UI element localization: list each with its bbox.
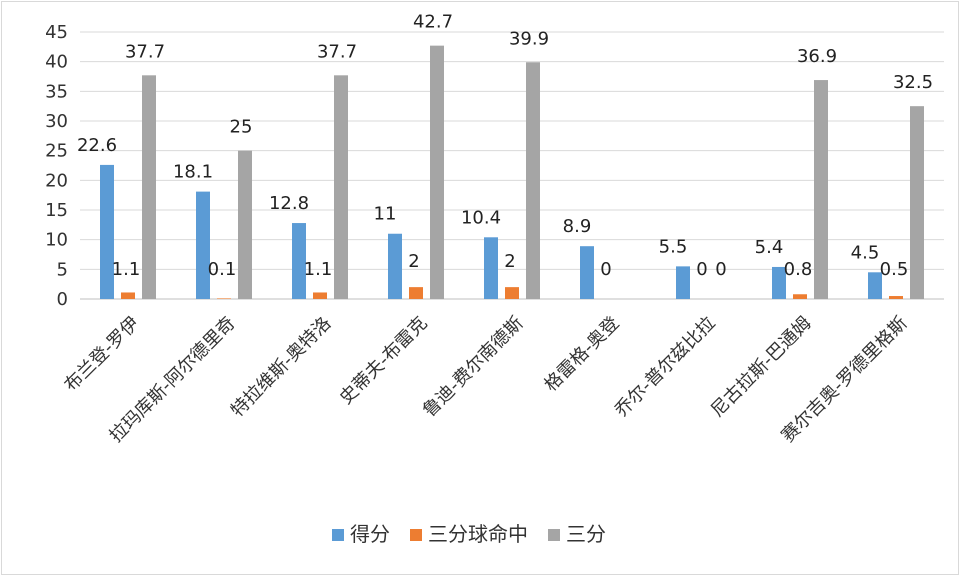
data-label-threes-made: 0.1 — [208, 259, 237, 280]
data-label-score: 12.8 — [269, 193, 309, 214]
bar-threes-made — [313, 292, 327, 299]
bar-three-pct — [814, 80, 828, 299]
data-label-threes-made: 2 — [408, 251, 419, 272]
data-label-three-pct: 25 — [230, 117, 253, 138]
legend-label: 三分球命中 — [428, 522, 528, 546]
y-tick-label: 5 — [57, 259, 68, 280]
legend-label: 三分 — [566, 522, 606, 546]
data-label-three-pct: 42.7 — [413, 12, 453, 33]
bar-three-pct — [142, 75, 156, 300]
y-tick-label: 0 — [57, 289, 68, 310]
data-label-score: 8.9 — [563, 216, 592, 237]
bar-score — [196, 191, 210, 299]
y-tick-label: 20 — [45, 170, 68, 191]
bar-score — [676, 266, 690, 299]
bar-threes-made — [505, 287, 519, 299]
data-label-three-pct: 0 — [715, 259, 726, 280]
category-label: 乔尔-普尔兹比拉 — [611, 313, 720, 422]
bar-score — [772, 266, 786, 299]
legend-swatch — [548, 529, 560, 541]
bar-threes-made — [793, 294, 807, 299]
data-label-threes-made: 1.1 — [112, 259, 141, 280]
bar-score — [868, 272, 882, 299]
bar-score — [484, 237, 498, 299]
category-label: 鲁迪-费尔南德斯 — [419, 313, 528, 422]
y-tick-label: 30 — [45, 111, 68, 132]
category-label: 特拉维斯-奥特洛 — [227, 313, 336, 422]
bar-threes-made — [889, 296, 903, 299]
y-tick-label: 45 — [45, 22, 68, 43]
data-label-three-pct: 32.5 — [893, 72, 933, 93]
data-label-threes-made: 2 — [504, 251, 515, 272]
data-label-threes-made: 0 — [696, 259, 707, 280]
category-label: 布兰登-罗伊 — [60, 313, 143, 396]
data-label-threes-made: 0 — [600, 259, 611, 280]
bars — [100, 45, 924, 300]
legend-swatch — [410, 529, 422, 541]
legend-swatch — [332, 529, 344, 541]
data-label-score: 18.1 — [173, 162, 213, 183]
y-axis-ticks: 0 5 10 15 20 25 30 35 40 45 — [45, 22, 68, 310]
data-label-three-pct: 39.9 — [509, 28, 549, 49]
bar-three-pct — [526, 62, 540, 300]
data-label-score: 22.6 — [77, 135, 117, 156]
data-label-three-pct: 37.7 — [125, 41, 165, 62]
legend: 得分 三分球命中 三分 — [332, 522, 606, 546]
y-tick-label: 10 — [45, 230, 68, 251]
bar-score — [100, 164, 114, 299]
data-label-score: 11 — [374, 204, 397, 225]
data-label-score: 4.5 — [851, 242, 880, 263]
data-label-score: 10.4 — [461, 207, 501, 228]
data-labels: 22.6 1.1 37.7 18.1 0.1 25 12.8 1.1 37.7 11 2 42.7 10… — [77, 12, 933, 280]
y-tick-label: 15 — [45, 200, 68, 221]
bar-three-pct — [430, 45, 444, 299]
bar-three-pct — [238, 150, 252, 299]
bar-three-pct — [910, 106, 924, 300]
data-label-three-pct: 36.9 — [797, 46, 837, 67]
bar-three-pct — [334, 75, 348, 300]
bar-score — [580, 246, 594, 299]
bar-score — [292, 223, 306, 299]
data-label-score: 5.5 — [659, 236, 688, 257]
data-label-score: 5.4 — [755, 237, 784, 258]
data-label-threes-made: 1.1 — [304, 259, 333, 280]
y-tick-label: 35 — [45, 81, 68, 102]
data-label-three-pct: 37.7 — [317, 41, 357, 62]
bar-threes-made — [121, 292, 135, 299]
y-tick-label: 40 — [45, 52, 68, 73]
bar-threes-made — [409, 287, 423, 299]
y-tick-label: 25 — [45, 141, 68, 162]
data-label-threes-made: 0.5 — [880, 259, 909, 280]
legend-label: 得分 — [350, 522, 390, 546]
category-label: 格雷格-奥登 — [540, 313, 623, 396]
gridlines — [80, 31, 944, 300]
x-axis-categories: 布兰登-罗伊拉玛库斯-阿尔德里奇特拉维斯-奥特洛 史蒂夫-布雷克鲁迪-费尔南德斯格… — [60, 313, 911, 447]
bar-score — [388, 233, 402, 299]
bar-threes-made — [217, 298, 231, 299]
category-label: 史蒂夫-布雷克 — [336, 313, 432, 409]
data-label-threes-made: 0.8 — [784, 259, 813, 280]
category-label: 尼古拉斯-巴通姆 — [707, 313, 816, 422]
